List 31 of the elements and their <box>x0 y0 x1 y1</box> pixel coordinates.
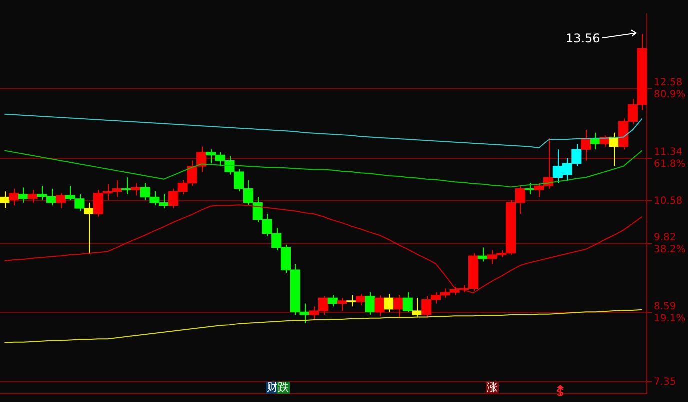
candlestick <box>337 298 348 312</box>
candlestick <box>84 202 94 255</box>
candlestick <box>130 182 141 196</box>
annotation: 涨 <box>486 381 499 394</box>
y-tick-label: 7.35 <box>654 376 676 388</box>
candlestick <box>28 189 38 204</box>
candlestick <box>9 188 20 206</box>
annotation: 财 <box>266 381 279 394</box>
candlestick <box>328 294 338 308</box>
y-tick-label: 12.58 80.9% <box>654 78 686 101</box>
y-tick-label: 11.34 61.8% <box>654 147 686 170</box>
candlestick <box>524 182 535 195</box>
candlestick <box>581 130 592 162</box>
candlestick <box>365 292 376 316</box>
candlestick <box>384 294 394 313</box>
candlestick <box>356 294 366 306</box>
candlestick <box>402 292 413 313</box>
candlestick <box>374 294 385 318</box>
candlestick <box>18 187 28 204</box>
candlestick <box>122 177 132 195</box>
candlestick <box>393 294 404 318</box>
annotation: 13.56 <box>566 31 600 46</box>
candlestick <box>346 294 357 308</box>
y-tick-label: 8.59 19.1% <box>654 301 686 324</box>
candlestick <box>412 298 422 318</box>
y-tick-label: 10.58 <box>654 196 683 207</box>
candlestick <box>478 247 488 262</box>
annotation: 跌 <box>277 381 290 394</box>
candlestick <box>56 192 66 209</box>
candlestick <box>0 191 10 209</box>
y-tick-label: 9.82 38.2% <box>654 232 686 256</box>
